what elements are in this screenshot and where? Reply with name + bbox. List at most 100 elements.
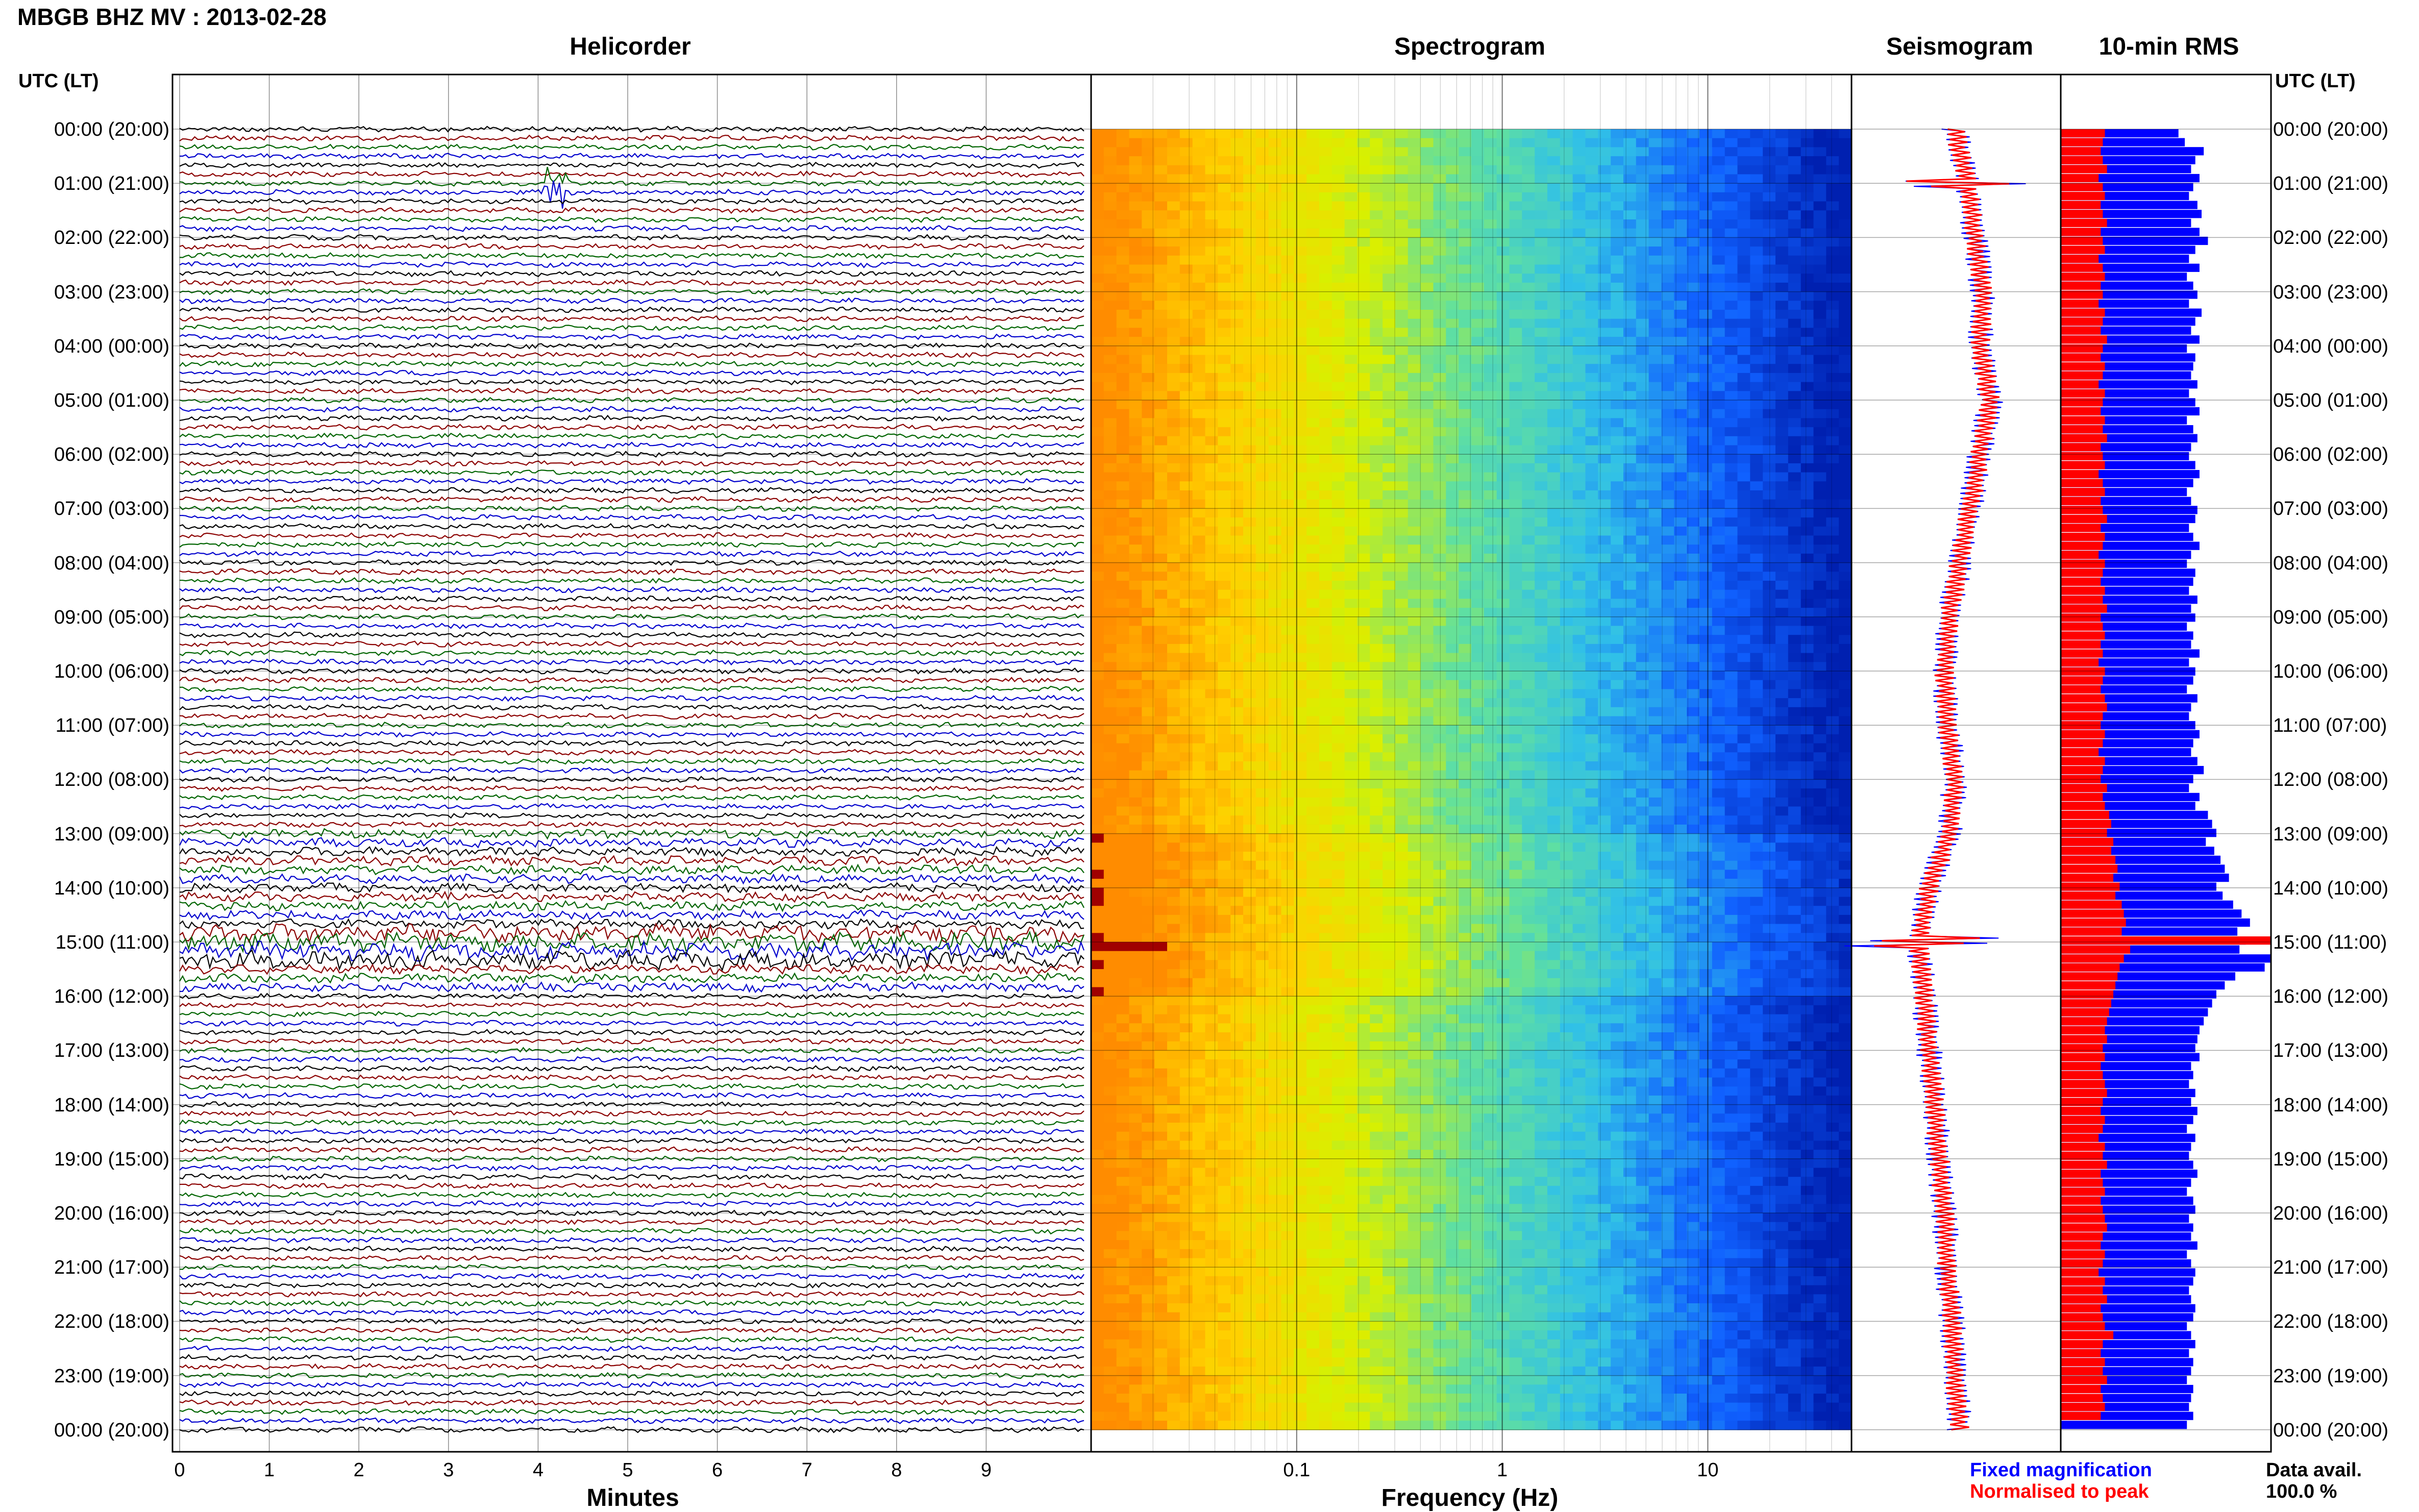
spectrogram-cell xyxy=(1268,463,1282,473)
spectrogram-cell xyxy=(1408,797,1421,807)
spectrogram-cell xyxy=(1370,824,1383,834)
spectrogram-cell xyxy=(1255,752,1269,762)
spectrogram-cell xyxy=(1484,418,1497,428)
spectrogram-cell xyxy=(1179,553,1193,563)
spectrogram-cell xyxy=(1344,228,1358,238)
spectrogram-cell xyxy=(1535,228,1548,238)
spectrogram-cell xyxy=(1306,201,1320,211)
spectrogram-cell xyxy=(1218,472,1231,482)
spectrogram-cell xyxy=(1636,842,1649,852)
spectrogram-cell xyxy=(1294,328,1307,337)
spectrogram-cell xyxy=(1268,797,1282,807)
spectrogram-cell xyxy=(1205,391,1219,401)
spectrogram-cell xyxy=(1433,210,1447,220)
spectrogram-cell xyxy=(1611,526,1624,536)
spectrogram-cell xyxy=(1357,138,1371,148)
spectrogram-cell xyxy=(1370,616,1383,627)
spectrogram-cell xyxy=(1179,481,1193,491)
spectrogram-cell xyxy=(1446,508,1459,518)
spectrogram-cell xyxy=(1750,274,1763,283)
spectrogram-cell xyxy=(1522,291,1535,302)
spectrogram-cell xyxy=(1535,301,1548,310)
spectrogram-cell xyxy=(1383,680,1396,690)
spectrogram-cell xyxy=(1357,707,1371,717)
spectrogram-cell xyxy=(1775,264,1789,274)
time-label: 19:00 (15:00) xyxy=(54,1148,169,1170)
spectrogram-cell xyxy=(1826,129,1839,139)
spectrogram-cell xyxy=(1154,599,1168,608)
spectrogram-cell xyxy=(1192,310,1206,319)
spectrogram-cell xyxy=(1205,174,1219,184)
spectrogram-cell xyxy=(1572,382,1586,392)
spectrogram-cell xyxy=(1243,228,1256,238)
spectrogram-cell xyxy=(1826,553,1839,563)
spectrogram-cell xyxy=(1636,201,1649,211)
spectrogram-cell xyxy=(1116,508,1130,518)
spectrogram-cell xyxy=(1547,490,1561,500)
spectrogram-cell xyxy=(1800,824,1814,834)
spectrogram-cell xyxy=(1572,472,1586,482)
spectrogram-cell xyxy=(1724,608,1738,617)
spectrogram-cell xyxy=(1331,355,1345,364)
spectrogram-cell xyxy=(1344,345,1358,356)
spectrogram-cell xyxy=(1813,734,1827,744)
spectrogram-cell xyxy=(1420,237,1434,247)
spectrogram-cell xyxy=(1687,129,1700,139)
spectrogram-cell xyxy=(1775,517,1789,527)
spectrogram-cell xyxy=(1585,698,1599,708)
spectrogram-cell xyxy=(1788,454,1801,464)
spectrogram-cell xyxy=(1661,345,1675,356)
spectrogram-cell xyxy=(1750,761,1763,771)
spectrogram-cell xyxy=(1611,463,1624,473)
spectrogram-cell xyxy=(1370,147,1383,157)
spectrogram-cell xyxy=(1509,616,1523,627)
spectrogram-cell xyxy=(1218,183,1231,193)
spectrogram-cell xyxy=(1496,616,1510,627)
spectrogram-cell xyxy=(1357,282,1371,292)
spectrogram-cell xyxy=(1648,282,1662,292)
spectrogram-cell xyxy=(1142,860,1155,871)
spectrogram-cell xyxy=(1572,824,1586,834)
spectrogram-cell xyxy=(1331,210,1345,220)
spectrogram-cell xyxy=(1699,815,1713,825)
spectrogram-cell xyxy=(1331,201,1345,211)
spectrogram-cell xyxy=(1459,210,1472,220)
spectrogram-cell xyxy=(1218,562,1231,573)
spectrogram-cell xyxy=(1535,310,1548,319)
spectrogram-cell xyxy=(1167,364,1180,374)
spectrogram-cell xyxy=(1813,553,1827,563)
spectrogram-cell xyxy=(1129,752,1143,762)
spectrogram-cell xyxy=(1826,436,1839,446)
time-label: 01:00 (21:00) xyxy=(2273,173,2389,195)
spectrogram-cell xyxy=(1129,662,1143,672)
spectrogram-cell xyxy=(1763,833,1776,844)
spectrogram-cell xyxy=(1687,572,1700,581)
spectrogram-cell xyxy=(1800,842,1814,852)
spectrogram-cell xyxy=(1661,698,1675,708)
spectrogram-cell xyxy=(1103,463,1117,473)
spectrogram-cell xyxy=(1420,138,1434,148)
spectrogram-cell xyxy=(1813,806,1827,816)
spectrogram-cell xyxy=(1484,752,1497,762)
spectrogram-cell xyxy=(1129,328,1143,337)
spectrogram-cell xyxy=(1179,689,1193,699)
spectrogram-cell xyxy=(1788,490,1801,500)
spectrogram-cell xyxy=(1357,616,1371,627)
spectrogram-cell xyxy=(1395,734,1409,744)
spectrogram-cell xyxy=(1433,643,1447,654)
spectrogram-cell xyxy=(1129,165,1143,175)
spectrogram-cell xyxy=(1306,174,1320,184)
spectrogram-cell xyxy=(1459,608,1472,617)
spectrogram-cell xyxy=(1788,716,1801,726)
spectrogram-cell xyxy=(1648,210,1662,220)
spectrogram-cell xyxy=(1129,490,1143,500)
spectrogram-cell xyxy=(1737,770,1751,780)
spectrogram-cell xyxy=(1420,680,1434,690)
spectrogram-cell xyxy=(1103,734,1117,744)
spectrogram-cell xyxy=(1661,264,1675,274)
spectrogram-cell xyxy=(1699,743,1713,753)
spectrogram-cell xyxy=(1598,608,1611,617)
spectrogram-cell xyxy=(1395,445,1409,455)
spectrogram-cell xyxy=(1459,535,1472,545)
spectrogram-cell xyxy=(1192,725,1206,735)
